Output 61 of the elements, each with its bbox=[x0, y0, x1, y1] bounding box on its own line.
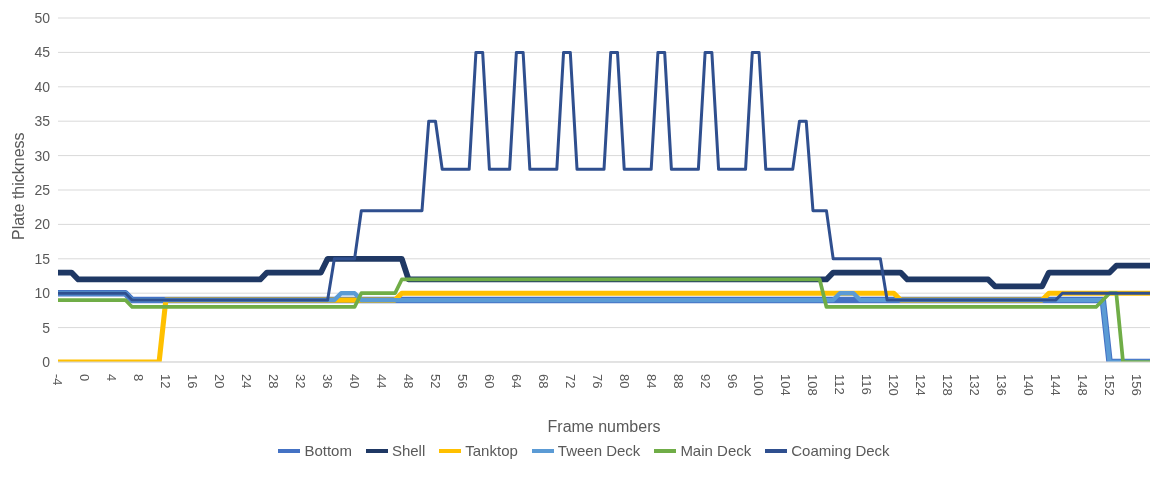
legend-label: Tween Deck bbox=[556, 442, 641, 459]
y-tick-label: 5 bbox=[42, 319, 51, 336]
y-tick-label: 30 bbox=[34, 147, 51, 164]
x-tick-label: 116 bbox=[859, 374, 875, 395]
x-tick-label: 36 bbox=[320, 374, 336, 389]
x-tick-label: 120 bbox=[886, 374, 902, 396]
x-tick-label: 68 bbox=[535, 374, 551, 389]
x-tick-label: 108 bbox=[805, 374, 821, 396]
x-tick-label: 132 bbox=[967, 374, 983, 396]
x-tick-label: -4 bbox=[50, 374, 66, 386]
y-tick-label: 40 bbox=[34, 78, 51, 95]
line-series bbox=[58, 50, 1150, 302]
y-tick-label: 35 bbox=[34, 113, 51, 130]
x-tick-label: 52 bbox=[427, 374, 443, 389]
x-tick-label: 40 bbox=[347, 374, 363, 389]
x-tick-label: 72 bbox=[562, 374, 578, 389]
x-tick-label: 96 bbox=[724, 374, 740, 389]
legend-label: Tanktop bbox=[464, 442, 518, 459]
x-tick-label: 92 bbox=[697, 374, 713, 389]
legend-label: Shell bbox=[390, 442, 426, 459]
x-tick-label: 100 bbox=[751, 374, 767, 396]
x-tick-label: 48 bbox=[400, 374, 416, 389]
y-tick-label: 15 bbox=[34, 250, 51, 267]
y-axis-title: Plate thickness bbox=[9, 132, 27, 240]
legend-label: Bottom bbox=[303, 442, 352, 459]
x-tick-label: 28 bbox=[266, 374, 282, 389]
x-tick-label: 80 bbox=[616, 374, 632, 389]
x-tick-label: 60 bbox=[481, 374, 497, 389]
y-tick-label: 0 bbox=[42, 353, 51, 370]
y-tick-label: 10 bbox=[34, 285, 51, 302]
x-tick-label: 128 bbox=[940, 374, 956, 396]
y-tick-label: 50 bbox=[34, 9, 51, 26]
x-tick-label: 152 bbox=[1102, 374, 1118, 396]
y-tick-label: 25 bbox=[34, 181, 51, 198]
x-tick-label: 16 bbox=[185, 374, 201, 389]
x-tick-label: 136 bbox=[994, 374, 1010, 396]
x-tick-label: 44 bbox=[374, 374, 390, 389]
x-tick-label: 112 bbox=[832, 374, 848, 395]
x-tick-label: 56 bbox=[454, 374, 470, 389]
x-tick-label: 8 bbox=[131, 374, 147, 382]
legend-label: Main Deck bbox=[679, 442, 752, 459]
legend-label: Coaming Deck bbox=[790, 442, 890, 459]
x-tick-label: 140 bbox=[1021, 374, 1037, 396]
x-tick-label: 124 bbox=[913, 374, 929, 396]
x-tick-label: 32 bbox=[293, 374, 309, 389]
x-tick-label: 20 bbox=[212, 374, 228, 389]
x-tick-label: 64 bbox=[508, 374, 524, 389]
x-tick-label: 4 bbox=[104, 374, 120, 382]
x-tick-label: 104 bbox=[778, 374, 794, 396]
x-tick-label: 24 bbox=[239, 374, 255, 389]
x-tick-label: 0 bbox=[77, 374, 93, 382]
x-tick-label: 148 bbox=[1075, 374, 1091, 396]
x-tick-label: 84 bbox=[643, 374, 659, 389]
x-tick-label: 88 bbox=[670, 374, 686, 389]
y-tick-label: 20 bbox=[34, 216, 51, 233]
x-tick-label: 12 bbox=[158, 374, 174, 389]
x-axis-title: Frame numbers bbox=[547, 418, 661, 435]
x-tick-label: 156 bbox=[1128, 374, 1144, 396]
x-tick-label: 76 bbox=[589, 374, 605, 389]
y-tick-label: 45 bbox=[34, 44, 51, 61]
x-tick-label: 144 bbox=[1048, 374, 1064, 396]
